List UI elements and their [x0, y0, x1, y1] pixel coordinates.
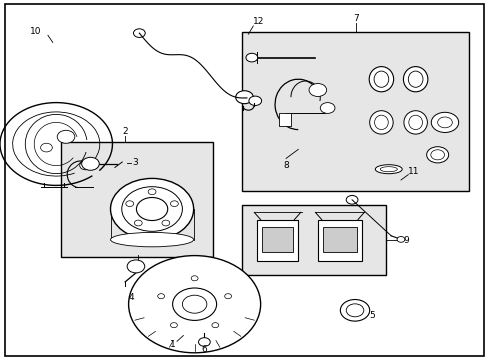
Text: 10: 10	[29, 27, 41, 36]
Circle shape	[245, 53, 257, 62]
Circle shape	[148, 189, 156, 195]
Bar	[322, 227, 356, 252]
Circle shape	[396, 237, 404, 242]
Circle shape	[430, 112, 458, 132]
Bar	[242, 32, 468, 191]
Circle shape	[41, 143, 52, 152]
Ellipse shape	[380, 167, 396, 172]
Ellipse shape	[426, 147, 448, 163]
Circle shape	[437, 117, 451, 128]
Circle shape	[162, 220, 169, 226]
Circle shape	[346, 304, 363, 317]
Ellipse shape	[110, 233, 193, 247]
Circle shape	[172, 288, 216, 320]
Ellipse shape	[403, 67, 427, 92]
Text: 5: 5	[369, 310, 375, 320]
Ellipse shape	[373, 71, 388, 87]
Circle shape	[57, 130, 75, 143]
Ellipse shape	[430, 150, 444, 160]
Circle shape	[158, 294, 164, 299]
Bar	[317, 220, 361, 261]
Circle shape	[125, 201, 133, 207]
Bar	[61, 142, 212, 257]
Text: 9: 9	[402, 236, 408, 245]
Text: 7: 7	[352, 14, 358, 23]
Circle shape	[191, 276, 198, 281]
Circle shape	[122, 187, 182, 231]
Circle shape	[248, 96, 261, 105]
Circle shape	[128, 256, 260, 353]
Ellipse shape	[403, 111, 427, 134]
Ellipse shape	[375, 165, 401, 174]
Circle shape	[170, 201, 178, 207]
Text: 3: 3	[132, 158, 138, 167]
Circle shape	[127, 260, 144, 273]
Ellipse shape	[368, 67, 393, 92]
Circle shape	[211, 323, 218, 328]
Bar	[242, 205, 386, 275]
Circle shape	[198, 338, 210, 346]
Circle shape	[224, 294, 231, 299]
Circle shape	[320, 103, 334, 113]
Circle shape	[170, 323, 177, 328]
Ellipse shape	[369, 111, 392, 134]
Text: 2: 2	[122, 127, 127, 136]
Circle shape	[346, 195, 357, 204]
Circle shape	[133, 29, 145, 37]
Ellipse shape	[407, 71, 422, 87]
Circle shape	[134, 220, 142, 226]
Circle shape	[110, 179, 193, 240]
Text: 8: 8	[283, 161, 288, 170]
Circle shape	[80, 161, 91, 170]
Circle shape	[81, 157, 99, 170]
Ellipse shape	[374, 115, 387, 130]
Text: 11: 11	[407, 166, 418, 176]
Circle shape	[136, 198, 167, 221]
Circle shape	[340, 300, 369, 321]
Bar	[278, 113, 290, 126]
Circle shape	[235, 91, 253, 104]
Ellipse shape	[408, 115, 422, 130]
Text: 12: 12	[252, 17, 264, 26]
Text: 4: 4	[128, 292, 134, 302]
Bar	[256, 220, 298, 261]
Text: 6: 6	[201, 346, 207, 354]
Circle shape	[308, 84, 326, 96]
Circle shape	[182, 295, 206, 313]
Bar	[261, 227, 293, 252]
Text: 1: 1	[169, 341, 175, 349]
